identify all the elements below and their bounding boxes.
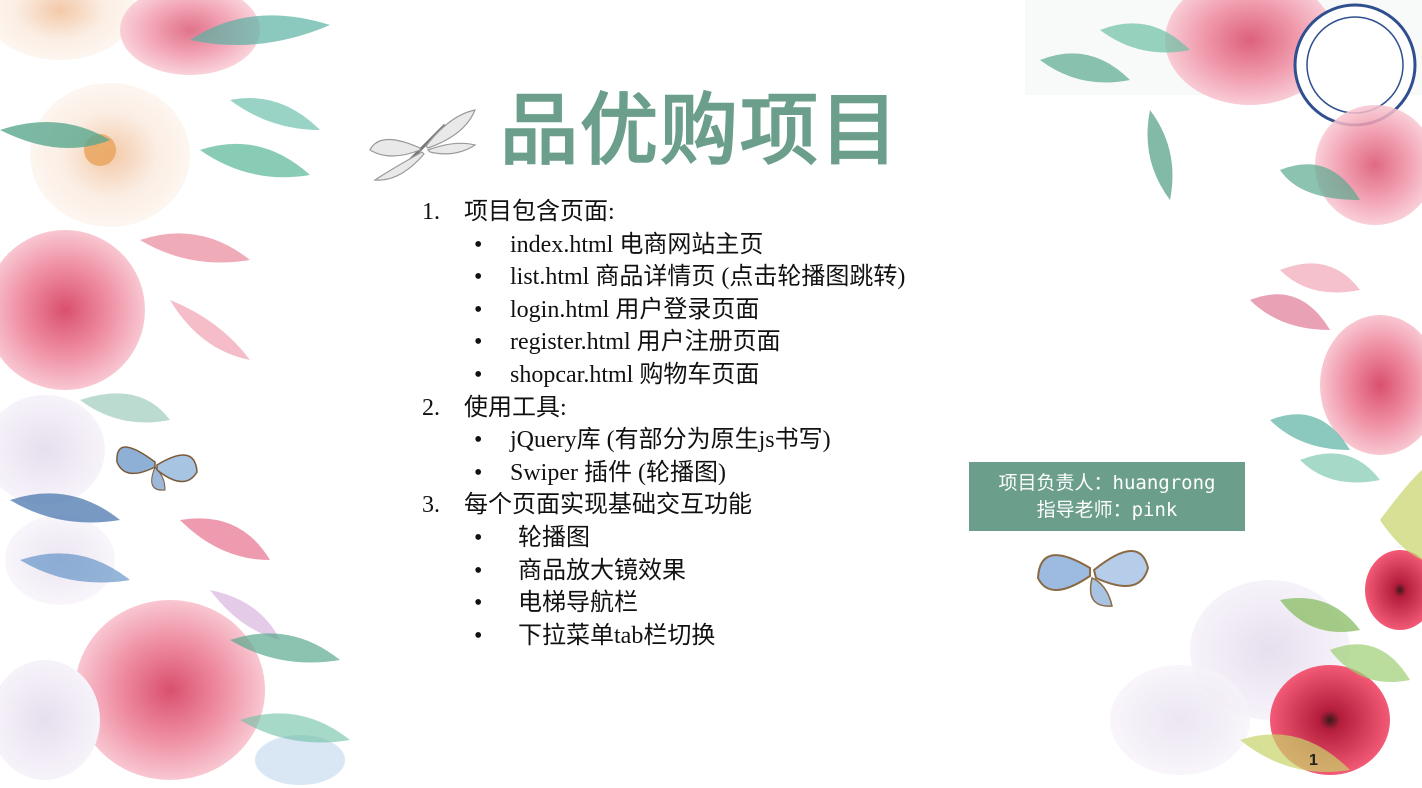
list-item-text: jQuery库 (有部分为原生js书写)	[510, 427, 831, 454]
list-item-text: 轮播图	[518, 524, 590, 551]
section-heading: 3. 每个页面实现基础交互功能	[422, 489, 982, 522]
section-heading: 1. 项目包含页面:	[422, 196, 982, 229]
list-item: • 轮播图	[422, 522, 982, 555]
section-heading: 2. 使用工具:	[422, 392, 982, 425]
list-item: • 商品放大镜效果	[422, 555, 982, 588]
section-number: 1.	[422, 199, 440, 225]
butterfly-left	[116, 446, 198, 491]
section-number: 3.	[422, 492, 440, 519]
bullet-icon: •	[474, 622, 483, 649]
list-item-text: 电梯导航栏	[518, 590, 638, 617]
bullet-icon: •	[474, 361, 483, 388]
list-item-text: 下拉菜单tab栏切换	[518, 622, 716, 649]
bullet-icon: •	[474, 329, 483, 356]
list-item-text: login.html 用户登录页面	[510, 296, 760, 323]
dragonfly	[369, 109, 477, 181]
section-features: 3. 每个页面实现基础交互功能 • 轮播图 • 商品放大镜效果 • 电梯导航栏 • 下拉…	[422, 489, 982, 652]
bullet-icon: •	[474, 459, 483, 486]
slide-title: 品优购项目	[500, 86, 901, 176]
page-number: 1	[1309, 752, 1318, 769]
list-item-text: register.html 用户注册页面	[510, 329, 781, 356]
bullet-icon: •	[474, 427, 483, 454]
right-floral-cluster	[1025, 0, 1422, 775]
section-heading-text: 项目包含页面:	[464, 199, 615, 225]
butterfly-right	[1036, 550, 1150, 607]
project-lead: 项目负责人：huangrong	[998, 472, 1216, 494]
bullet-icon: •	[474, 296, 483, 323]
bullet-icon: •	[474, 557, 483, 584]
bullet-icon: •	[474, 231, 483, 258]
list-item: • login.html 用户登录页面	[422, 294, 982, 327]
bullet-icon: •	[474, 590, 483, 617]
list-item: • register.html 用户注册页面	[422, 326, 982, 359]
list-item-text: 商品放大镜效果	[518, 557, 686, 584]
content-list: 1. 项目包含页面: • index.html 电商网站主页 • list.html…	[422, 196, 982, 652]
project-info-badge: 项目负责人：huangrong 指导老师：pink	[969, 462, 1245, 531]
section-heading-text: 每个页面实现基础交互功能	[464, 492, 752, 519]
left-floral-cluster	[0, 0, 350, 785]
list-item: • Swiper 插件 (轮播图)	[422, 457, 982, 490]
list-item: • index.html 电商网站主页	[422, 229, 982, 262]
section-heading-text: 使用工具:	[464, 394, 567, 421]
bullet-icon: •	[474, 264, 483, 291]
section-number: 2.	[422, 394, 440, 421]
university-seal	[1293, 3, 1417, 127]
bullet-icon: •	[474, 524, 483, 551]
list-item-text: shopcar.html 购物车页面	[510, 361, 760, 388]
instructor: 指导老师：pink	[1036, 499, 1178, 521]
list-item: • 下拉菜单tab栏切换	[422, 620, 982, 653]
section-tools: 2. 使用工具: • jQuery库 (有部分为原生js书写) • Swiper 插…	[422, 392, 982, 490]
list-item: • shopcar.html 购物车页面	[422, 359, 982, 392]
list-item-text: Swiper 插件 (轮播图)	[510, 459, 726, 486]
list-item-text: list.html 商品详情页 (点击轮播图跳转)	[510, 264, 906, 291]
list-item-text: index.html 电商网站主页	[510, 231, 764, 258]
list-item: • 电梯导航栏	[422, 587, 982, 620]
section-pages: 1. 项目包含页面: • index.html 电商网站主页 • list.html…	[422, 196, 982, 392]
list-item: • jQuery库 (有部分为原生js书写)	[422, 424, 982, 457]
list-item: • list.html 商品详情页 (点击轮播图跳转)	[422, 261, 982, 294]
